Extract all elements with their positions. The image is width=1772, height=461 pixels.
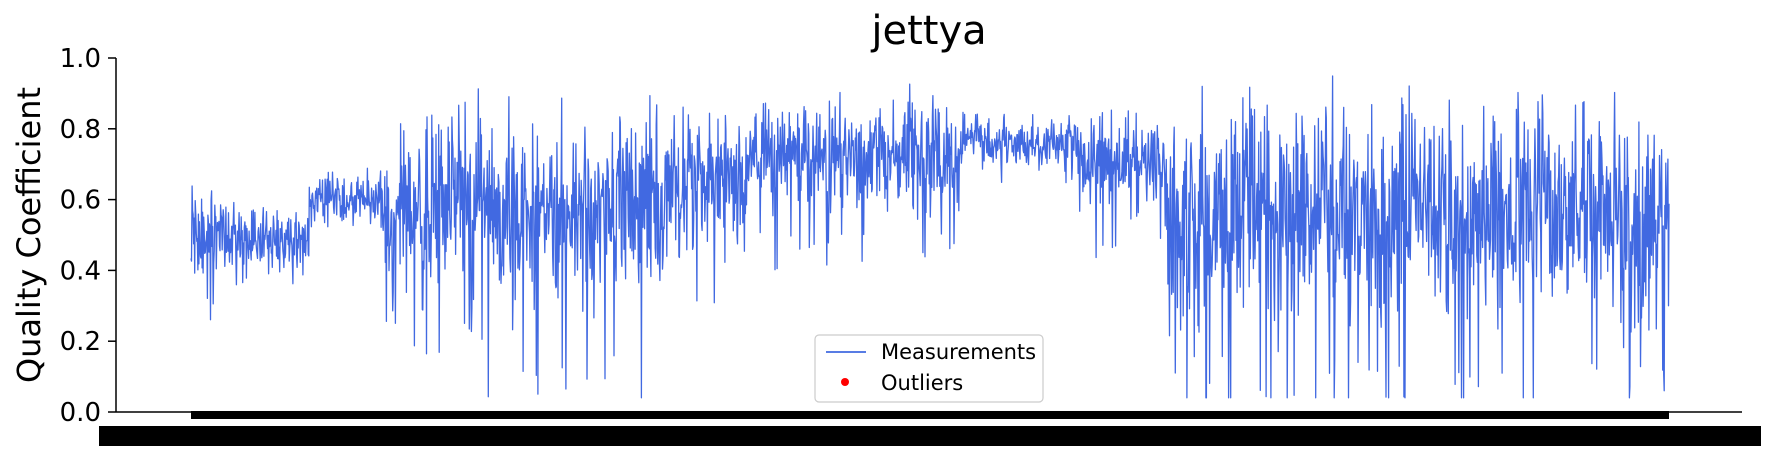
y-tick-label: 0.0 [60,398,101,428]
series-line-measurements [190,75,1670,399]
legend: Measurements Outliers [814,334,1044,403]
y-tick-label: 0.6 [60,186,101,216]
legend-dot-swatch [841,378,849,386]
chart-title: jettya [870,8,986,54]
y-tick-label: 0.2 [60,327,101,357]
series-group [190,75,1670,399]
x-tick-marks-band [191,411,1669,419]
legend-label-measurements: Measurements [881,340,1036,364]
x-tick-labels-band [99,426,1761,446]
y-tick-label: 1.0 [60,44,101,74]
y-tick-label: 0.4 [60,256,101,286]
plot-area [190,75,1670,399]
legend-box [814,334,1044,403]
y-axis-ticks: 0.0 0.2 0.4 0.6 0.8 1.0 [60,44,116,428]
y-tick-label: 0.8 [60,115,101,145]
y-axis-label: Quality Coefficient [10,87,48,383]
legend-label-outliers: Outliers [881,371,963,395]
